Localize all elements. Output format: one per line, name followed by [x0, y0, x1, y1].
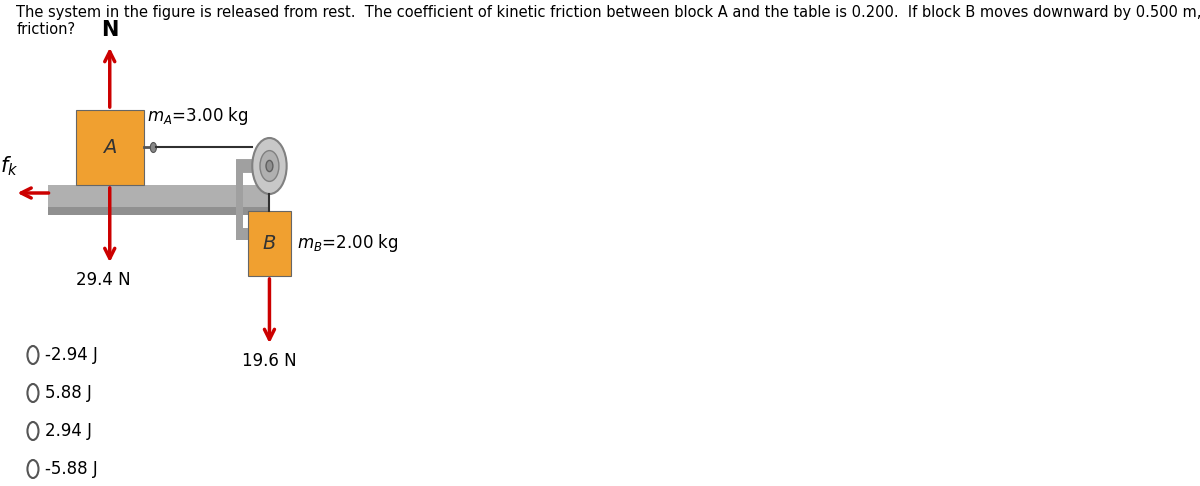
- Text: $m_A$=3.00 kg: $m_A$=3.00 kg: [146, 105, 248, 127]
- Bar: [235, 160, 266, 172]
- Text: $m_B$=2.00 kg: $m_B$=2.00 kg: [298, 232, 398, 255]
- Text: $f_k$: $f_k$: [0, 155, 19, 178]
- Circle shape: [252, 138, 287, 194]
- Text: 19.6 N: 19.6 N: [242, 352, 296, 370]
- Bar: [259, 212, 264, 232]
- Text: The system in the figure is released from rest.  The coefficient of kinetic fric: The system in the figure is released fro…: [17, 5, 1200, 37]
- Circle shape: [260, 151, 278, 181]
- Text: N: N: [101, 20, 119, 40]
- Text: B: B: [263, 234, 276, 253]
- Bar: [235, 160, 244, 240]
- Text: A: A: [103, 138, 116, 157]
- Text: 2.94 J: 2.94 J: [44, 422, 91, 440]
- Text: 29.4 N: 29.4 N: [77, 271, 131, 289]
- Circle shape: [266, 160, 272, 172]
- Text: -5.88 J: -5.88 J: [44, 460, 97, 478]
- Bar: [76, 110, 144, 185]
- Bar: [48, 185, 270, 215]
- Text: -2.94 J: -2.94 J: [44, 346, 97, 364]
- Text: 5.88 J: 5.88 J: [44, 384, 91, 402]
- Circle shape: [150, 142, 156, 153]
- Bar: [48, 207, 270, 215]
- Bar: [235, 228, 263, 240]
- Bar: [248, 211, 290, 276]
